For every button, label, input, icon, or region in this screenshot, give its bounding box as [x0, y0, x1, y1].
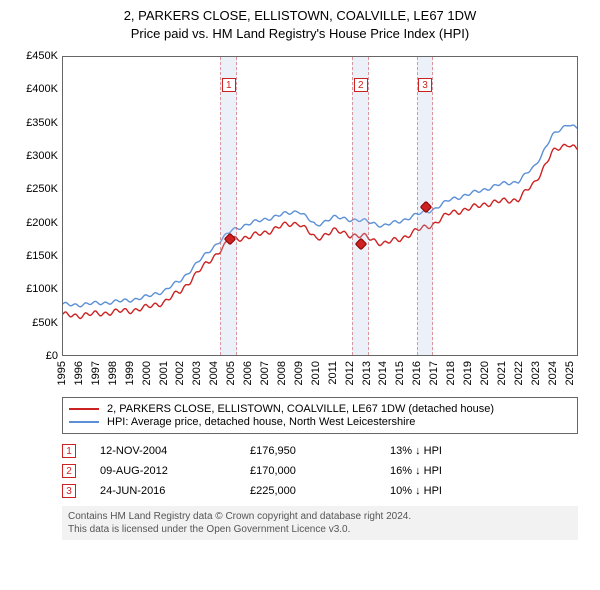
- event-price: £170,000: [250, 465, 390, 477]
- x-axis-label: 2001: [158, 361, 170, 385]
- y-axis-label: £400K: [12, 83, 58, 95]
- legend-swatch: [69, 421, 99, 423]
- plot-area: 1 2 3: [62, 56, 578, 356]
- y-axis-label: £50K: [12, 317, 58, 329]
- x-axis-label: 2012: [344, 361, 356, 385]
- legend: 2, PARKERS CLOSE, ELLISTOWN, COALVILLE, …: [62, 397, 578, 434]
- y-axis-label: £0: [12, 350, 58, 362]
- x-axis-label: 2002: [174, 361, 186, 385]
- series-line-hpi_detached_nwl: [63, 125, 577, 307]
- y-axis-label: £350K: [12, 117, 58, 129]
- event-date: 24-JUN-2016: [100, 485, 250, 497]
- event-date: 12-NOV-2004: [100, 445, 250, 457]
- event-delta: 13% ↓ HPI: [390, 445, 510, 457]
- event-delta: 16% ↓ HPI: [390, 465, 510, 477]
- x-axis-label: 2016: [411, 361, 423, 385]
- legend-item: 2, PARKERS CLOSE, ELLISTOWN, COALVILLE, …: [69, 403, 571, 415]
- x-axis-label: 2019: [462, 361, 474, 385]
- x-axis-label: 2022: [513, 361, 525, 385]
- y-axis-label: £200K: [12, 217, 58, 229]
- x-axis-label: 1998: [107, 361, 119, 385]
- x-axis-label: 2014: [377, 361, 389, 385]
- marker-label: 3: [418, 78, 432, 92]
- event-delta: 10% ↓ HPI: [390, 485, 510, 497]
- x-axis-label: 2010: [310, 361, 322, 385]
- x-axis-label: 2013: [361, 361, 373, 385]
- legend-label: 2, PARKERS CLOSE, ELLISTOWN, COALVILLE, …: [107, 403, 494, 415]
- x-axis-label: 2023: [530, 361, 542, 385]
- x-axis-label: 2020: [479, 361, 491, 385]
- x-axis-label: 2006: [242, 361, 254, 385]
- y-axis-label: £150K: [12, 250, 58, 262]
- x-axis-label: 2007: [259, 361, 271, 385]
- y-axis-label: £250K: [12, 183, 58, 195]
- x-axis-label: 2015: [394, 361, 406, 385]
- x-axis-label: 2018: [445, 361, 457, 385]
- footer-line-1: Contains HM Land Registry data © Crown c…: [68, 510, 572, 523]
- legend-item: HPI: Average price, detached house, Nort…: [69, 416, 571, 428]
- x-axis-label: 2025: [564, 361, 576, 385]
- event-number: 1: [62, 444, 76, 458]
- x-axis-label: 1999: [124, 361, 136, 385]
- y-axis-label: £100K: [12, 283, 58, 295]
- x-axis-label: 1997: [90, 361, 102, 385]
- page-title: 2, PARKERS CLOSE, ELLISTOWN, COALVILLE, …: [12, 8, 588, 23]
- page-subtitle: Price paid vs. HM Land Registry's House …: [12, 26, 588, 41]
- x-axis-label: 2005: [225, 361, 237, 385]
- x-axis-label: 2008: [276, 361, 288, 385]
- x-axis-label: 2004: [208, 361, 220, 385]
- x-axis-label: 2021: [496, 361, 508, 385]
- event-price: £176,950: [250, 445, 390, 457]
- x-axis-label: 2000: [141, 361, 153, 385]
- marker-label: 1: [222, 78, 236, 92]
- footer-attribution: Contains HM Land Registry data © Crown c…: [62, 506, 578, 540]
- shaded-region: [352, 57, 369, 355]
- shaded-region: [220, 57, 237, 355]
- x-axis-label: 2011: [327, 361, 339, 385]
- marker-label: 2: [354, 78, 368, 92]
- event-date: 09-AUG-2012: [100, 465, 250, 477]
- x-axis-label: 2017: [428, 361, 440, 385]
- y-axis-label: £450K: [12, 50, 58, 62]
- event-row: 2 09-AUG-2012£170,00016% ↓ HPI: [62, 464, 578, 478]
- y-axis-label: £300K: [12, 150, 58, 162]
- event-price: £225,000: [250, 485, 390, 497]
- legend-label: HPI: Average price, detached house, Nort…: [107, 416, 415, 428]
- x-axis-label: 2003: [191, 361, 203, 385]
- x-axis-label: 2009: [293, 361, 305, 385]
- legend-swatch: [69, 408, 99, 410]
- x-axis-label: 1996: [73, 361, 85, 385]
- event-number: 3: [62, 484, 76, 498]
- event-row: 3 24-JUN-2016£225,00010% ↓ HPI: [62, 484, 578, 498]
- x-axis-label: 1995: [56, 361, 68, 385]
- event-row: 1 12-NOV-2004£176,95013% ↓ HPI: [62, 444, 578, 458]
- series-line-property_price: [63, 144, 577, 318]
- event-number: 2: [62, 464, 76, 478]
- price-chart: £0 £50K £100K £150K £200K £250K £300K £350K £400…: [12, 51, 588, 391]
- x-axis-label: 2024: [547, 361, 559, 385]
- footer-line-2: This data is licensed under the Open Gov…: [68, 523, 572, 536]
- events-table: 1 12-NOV-2004£176,95013% ↓ HPI 2 09-AUG-201…: [62, 444, 578, 498]
